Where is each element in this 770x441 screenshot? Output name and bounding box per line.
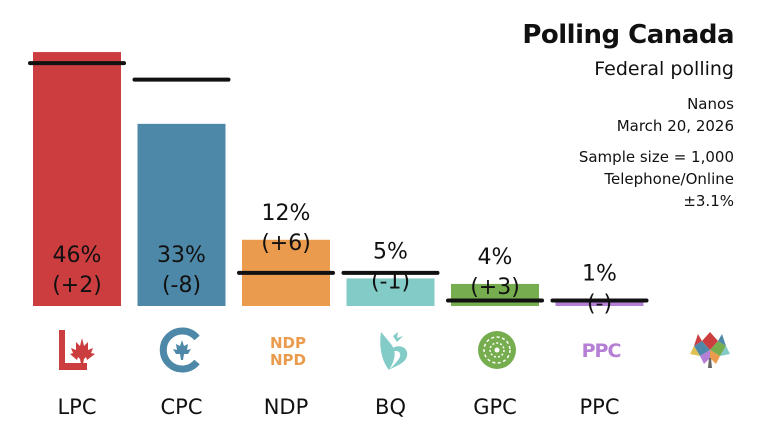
ppc-logo-icon: PPC — [582, 340, 622, 362]
ndp-logo-top: NDP — [270, 334, 306, 352]
sample-size: Sample size = 1,000 — [578, 148, 734, 166]
poll-date: March 20, 2026 — [616, 117, 734, 135]
pollster-name: Nanos — [687, 95, 734, 113]
category-label-ppc: PPC — [580, 395, 620, 419]
change-label-ppc: (-) — [587, 291, 612, 316]
polling-canada-logo-icon — [690, 332, 730, 368]
bar-bq — [346, 278, 435, 306]
bq-logo-icon — [380, 332, 408, 370]
change-label-lpc: (+2) — [52, 273, 102, 298]
change-label-bq: (-1) — [371, 269, 410, 294]
bar-cpc — [137, 123, 226, 306]
gpc-flower-icon — [478, 331, 516, 369]
ndp-logo-bottom: NPD — [270, 351, 306, 369]
bar-lpc — [33, 52, 121, 306]
category-label-ndp: NDP — [264, 395, 309, 419]
ndp-logo-icon: NDP NPD — [270, 334, 306, 369]
category-label-lpc: LPC — [57, 395, 96, 419]
chart-title: Polling Canada — [522, 20, 734, 50]
change-label-ndp: (+6) — [261, 231, 311, 256]
value-label-gpc: 4% — [478, 245, 513, 270]
change-label-gpc: (+3) — [470, 275, 520, 300]
bar-ppc — [555, 300, 644, 306]
change-label-cpc: (-8) — [162, 273, 201, 298]
cpc-logo-icon — [159, 327, 200, 373]
value-label-lpc: 46% — [53, 243, 102, 268]
value-label-ndp: 12% — [262, 201, 311, 226]
lpc-maple-leaf-icon — [59, 330, 95, 370]
value-label-bq: 5% — [373, 239, 408, 264]
category-label-gpc: GPC — [473, 395, 517, 419]
margin-of-error: ±3.1% — [683, 192, 734, 210]
category-label-bq: BQ — [375, 395, 406, 419]
chart-subtitle: Federal polling — [594, 58, 734, 80]
value-label-cpc: 33% — [157, 243, 206, 268]
poll-method: Telephone/Online — [604, 170, 734, 188]
value-label-ppc: 1% — [582, 261, 617, 286]
category-label-cpc: CPC — [161, 395, 203, 419]
ppc-logo-text: PPC — [582, 340, 621, 362]
